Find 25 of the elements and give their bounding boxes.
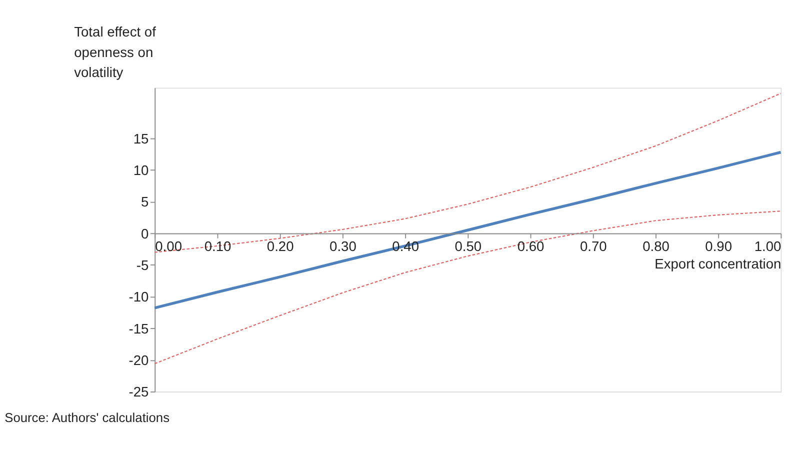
x-axis-title: Export concentration xyxy=(654,256,782,272)
line-series xyxy=(154,210,782,364)
x-tick-label: 0.30 xyxy=(330,238,357,254)
y-tick-label: -5 xyxy=(136,256,150,273)
x-tick-label: 0.50 xyxy=(454,238,482,254)
y-tick-label: 5 xyxy=(141,194,150,210)
x-tick-label: 0.00 xyxy=(155,238,182,254)
x-tick-label: 0.10 xyxy=(204,238,232,254)
x-tick-label: 0.60 xyxy=(517,238,545,254)
x-tick-label: 0.70 xyxy=(580,238,608,254)
y-tick-label: 10 xyxy=(133,162,150,178)
y-tick-label: -25 xyxy=(128,384,150,400)
y-tick-label: 15 xyxy=(133,130,150,146)
y-tick-label: -20 xyxy=(128,352,150,368)
x-tick-label: 0.80 xyxy=(642,238,670,254)
x-tick-label: 0.20 xyxy=(266,238,294,254)
line-series xyxy=(154,92,782,253)
x-tick-label: 0.90 xyxy=(705,238,732,254)
y-tick-label: 0 xyxy=(141,225,150,242)
y-axis-title: Total effect of openness on volatility xyxy=(74,24,156,80)
line-series xyxy=(153,150,782,310)
source-note: Source: Authors' calculations xyxy=(4,410,170,425)
y-tick-label: -15 xyxy=(128,320,150,336)
y-tick-label: -10 xyxy=(128,288,150,305)
x-tick-label: 1.00 xyxy=(754,238,782,254)
